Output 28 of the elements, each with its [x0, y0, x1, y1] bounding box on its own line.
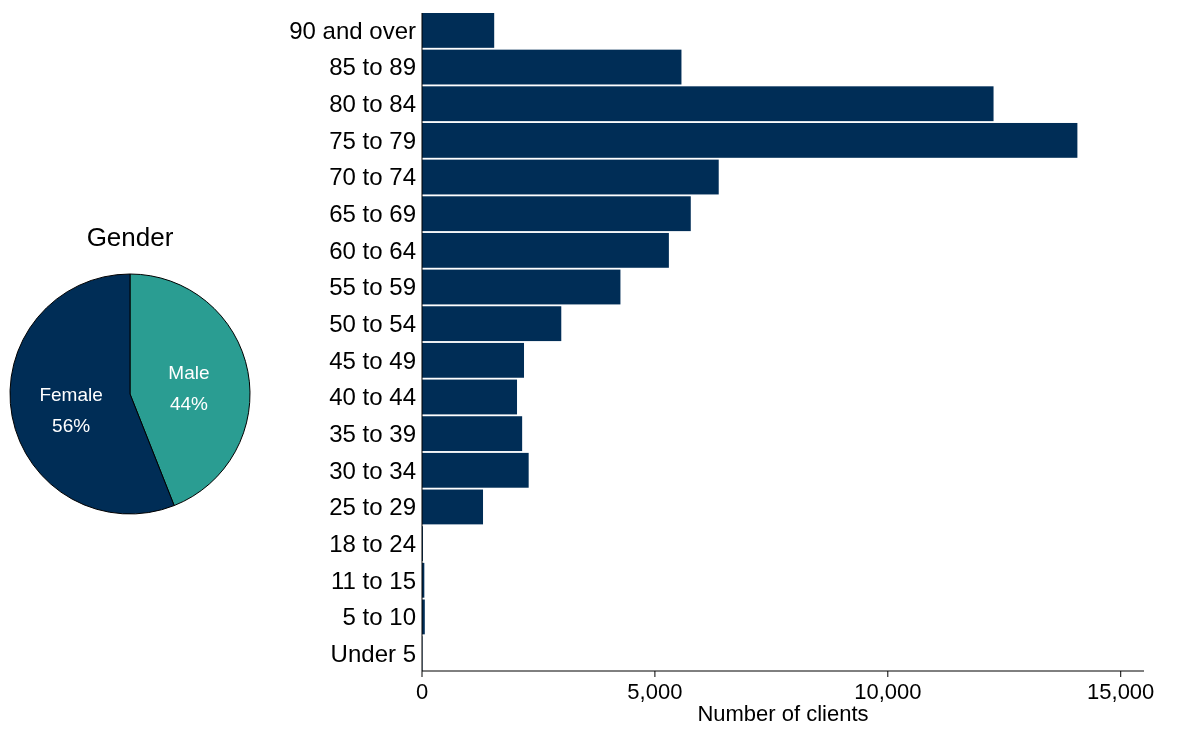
- y-tick-label: 75 to 79: [329, 126, 416, 154]
- y-tick-label: 85 to 89: [329, 53, 416, 81]
- y-tick-label: 18 to 24: [329, 530, 416, 558]
- chart-title: Gender: [86, 222, 174, 252]
- y-tick-label: 70 to 74: [329, 163, 416, 191]
- data-label: 56%: [52, 415, 91, 437]
- y-tick-label: 30 to 34: [329, 456, 416, 484]
- y-tick-label: 55 to 59: [329, 273, 416, 301]
- slice-label: Female: [39, 384, 103, 406]
- y-tick-label: 11 to 15: [331, 566, 416, 594]
- y-tick-label: 65 to 69: [329, 200, 416, 228]
- data-label: 44%: [169, 392, 209, 414]
- y-tick-label: 80 to 84: [329, 90, 416, 118]
- y-tick-label: 35 to 39: [329, 420, 416, 448]
- y-tick-label: 45 to 49: [329, 346, 416, 374]
- x-tick-label: 15,000: [1087, 679, 1155, 704]
- y-tick-label: 50 to 54: [329, 310, 416, 338]
- y-tick-label: 90 and over: [289, 16, 416, 44]
- y-tick-label: 40 to 44: [329, 383, 416, 411]
- x-tick-label: 0: [415, 679, 429, 704]
- y-tick-label: 5 to 10: [342, 603, 416, 631]
- x-axis-title: Number of clients: [697, 701, 869, 726]
- x-tick-label: 10,000: [854, 679, 922, 704]
- slice-label: Male: [168, 361, 210, 383]
- y-tick-label: Under 5: [330, 639, 416, 667]
- y-tick-label: 60 to 64: [329, 236, 416, 264]
- x-tick-label: 5,000: [627, 679, 683, 704]
- y-tick-label: 25 to 29: [329, 493, 416, 521]
